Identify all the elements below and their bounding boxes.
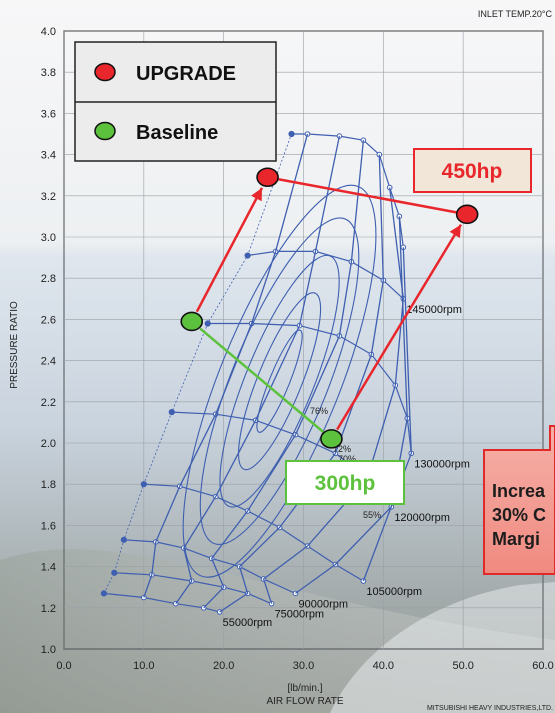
y-tick-label: 1.2	[41, 603, 56, 615]
efficiency-label-72: 72%	[333, 444, 351, 454]
y-axis-label: PRESSURE RATIO	[9, 301, 20, 389]
speed-label-130000: 130000rpm	[414, 458, 470, 470]
speed-line-105000	[143, 483, 364, 582]
speed-line-150000	[291, 133, 404, 248]
line-baseline-span	[199, 327, 333, 440]
y-tick-label: 3.0	[41, 232, 56, 244]
side-note-line-3: Margi	[492, 529, 540, 549]
legend-baseline-marker	[94, 121, 116, 141]
x-tick-label: 10.0	[133, 660, 154, 672]
side-note-box: Increa 30% C Margi	[483, 425, 555, 575]
flow-contour-line	[175, 135, 341, 605]
y-tick-label: 1.0	[41, 644, 56, 656]
surge-line	[103, 133, 292, 594]
y-tick-label: 3.4	[41, 150, 56, 162]
x-tick-label: 60.0	[532, 660, 553, 672]
callout-300hp: 300hp	[285, 460, 405, 505]
legend: UPGRADE Baseline	[74, 41, 277, 162]
arrow-baseline-to-upgrade-low	[195, 187, 264, 313]
arrow-baseline-to-upgrade-low-head	[251, 187, 262, 202]
background-car	[330, 582, 555, 713]
side-note-line-2: 30% C	[492, 505, 546, 525]
efficiency-island-1	[237, 292, 322, 471]
efficiency-island-3	[199, 217, 360, 546]
callout-300hp-text: 300hp	[315, 472, 376, 495]
y-tick-label: 3.2	[41, 191, 56, 203]
speed-label-120000: 120000rpm	[394, 512, 450, 524]
legend-baseline-label: Baseline	[136, 122, 218, 144]
efficiency-island-4	[182, 184, 377, 578]
speed-label-90000: 90000rpm	[299, 598, 349, 610]
y-tick-label: 2.4	[41, 356, 56, 368]
y-tick-label: 1.4	[41, 562, 56, 574]
efficiency-label-70: 70%	[338, 454, 356, 464]
legend-upgrade-label: UPGRADE	[136, 63, 236, 85]
upgrade-point-1	[455, 204, 479, 225]
upgrade-point-0	[256, 167, 279, 188]
efficiency-label-76: 76%	[310, 406, 328, 416]
y-tick-label: 3.6	[41, 108, 56, 120]
y-tick-label: 2.6	[41, 314, 56, 326]
x-tick-label: 50.0	[452, 660, 473, 672]
y-tick-label: 4.0	[41, 26, 56, 38]
efficiency-label-55: 55%	[363, 510, 381, 520]
axis-ticks: 1.0 1.2 1.4 1.6 1.8 2.0 2.2 2.4 2.6 2.8 3.0 3.2 3.4 3…	[41, 26, 554, 672]
baseline-point-0	[180, 311, 204, 332]
manufacturer-label: MITSUBISHI HEAVY INDUSTRIES,LTD.	[427, 705, 553, 712]
x-tick-label: 20.0	[213, 660, 234, 672]
speed-line-point	[111, 569, 118, 576]
speed-label-145000: 145000rpm	[406, 304, 462, 316]
side-note-line-1: Increa	[492, 481, 546, 501]
efficiency-island-0	[256, 329, 303, 433]
speed-label-105000: 105000rpm	[366, 586, 422, 598]
flow-contour-line	[203, 140, 365, 609]
speed-line-75000	[114, 572, 272, 605]
speed-line-130000	[207, 322, 412, 454]
x-tick-label: 0.0	[56, 660, 71, 672]
y-tick-label: 3.8	[41, 67, 56, 79]
speed-line-point	[288, 130, 295, 138]
baseline-point-1	[320, 429, 343, 449]
x-axis-unit: [lb/min.]	[287, 683, 322, 694]
x-tick-label: 30.0	[293, 660, 314, 672]
connector-arrows	[195, 178, 468, 440]
callout-450hp: 450hp	[413, 148, 532, 193]
x-axis-label: AIR FLOW RATE	[266, 696, 343, 707]
callout-450hp-text: 450hp	[442, 160, 503, 183]
operating-points	[180, 167, 479, 449]
y-tick-label: 2.8	[41, 273, 56, 285]
speed-line-point	[360, 578, 367, 584]
legend-upgrade-marker	[94, 62, 116, 82]
x-tick-label: 40.0	[373, 660, 394, 672]
speed-label-75000: 75000rpm	[275, 609, 325, 621]
speed-line-145000	[247, 250, 404, 300]
line-upgrade-span	[278, 178, 468, 216]
arrow-baseline-to-upgrade-high	[336, 223, 463, 431]
y-tick-label: 1.8	[41, 479, 56, 491]
corner-note: INLET TEMP.20°C	[478, 9, 553, 19]
y-tick-label: 2.0	[41, 438, 56, 450]
speed-label-55000: 55000rpm	[223, 617, 273, 629]
arrow-baseline-to-upgrade-high-head	[449, 224, 461, 238]
y-tick-label: 1.6	[41, 520, 56, 532]
y-tick-label: 2.2	[41, 397, 56, 409]
